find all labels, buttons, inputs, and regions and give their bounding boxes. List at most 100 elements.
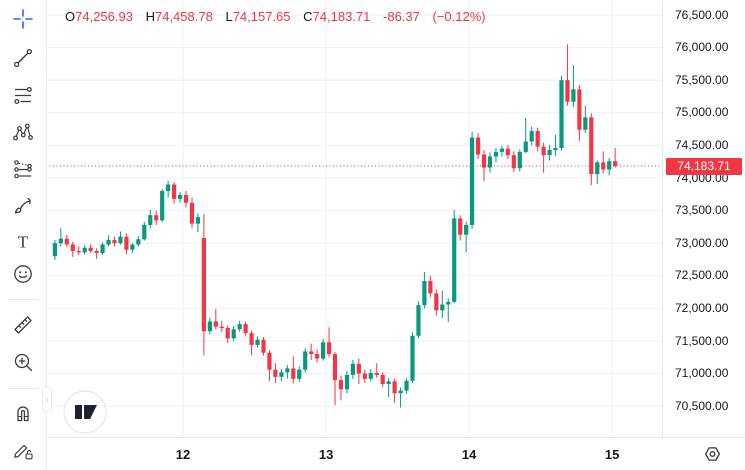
change-percent: (−0.12%) [432,9,486,24]
chart-canvas[interactable] [46,0,662,437]
xabcd-pattern-tool-button[interactable] [11,120,35,144]
candle [362,369,367,383]
magnet-tool-button[interactable] [11,400,35,424]
tradingview-watermark[interactable] [63,390,107,434]
candle [350,359,355,379]
time-axis-label: 14 [461,447,477,462]
candle [392,378,397,403]
candle [583,105,588,134]
axis-settings-gear-button[interactable] [702,446,722,464]
close-label: C [303,9,313,24]
price-axis-label: 76,500.00 [675,7,729,22]
price-axis-label: 70,500.00 [675,398,729,413]
trend-line-tool-button[interactable] [11,46,35,70]
candle [321,339,326,361]
time-axis-label: 13 [318,447,334,462]
candle [273,363,278,383]
candle [422,271,427,309]
candle [404,378,409,394]
candle [219,320,224,332]
candle [458,215,463,241]
fib-retracement-icon [14,86,32,105]
candle [523,118,528,154]
candle [118,231,123,245]
candle [380,372,385,388]
candle [189,197,195,229]
price-axis-label: 75,000.00 [675,105,729,120]
price-axis-label: 72,500.00 [675,268,729,283]
time-axis-label: 15 [604,447,620,462]
candle [338,375,344,401]
toolbar-divider [8,299,38,300]
open-value: 74,256.93 [75,9,133,24]
candle [475,133,481,160]
candle [487,152,493,173]
candle [207,317,212,335]
candle [440,290,445,319]
fib-retracement-tool-button[interactable] [11,84,35,108]
candle [577,84,582,141]
candle [148,209,153,229]
high-value: 74,458.78 [154,9,213,24]
candle [58,228,63,247]
candle [315,349,320,363]
candle [177,191,183,203]
price-axis[interactable]: 74,183.71 76,500.00 76,000.00 75,500.00 75,… [662,0,745,437]
candle [154,210,159,225]
candle [166,180,171,198]
time-axis[interactable]: 12 13 14 15 [46,437,745,470]
candle [106,235,111,247]
text-tool-button[interactable]: T [11,230,35,254]
crosshair-tool-button[interactable] [11,7,35,31]
candle [428,275,433,298]
chart-pane[interactable]: O74,256.93 H74,458.78 L74,157.65 C74,183… [46,0,662,437]
candle [297,366,302,383]
crosshair-icon [13,9,33,29]
candle [195,213,201,233]
projection-icon [14,160,32,179]
toolbar-divider [8,388,38,389]
candle [398,387,403,408]
candle [249,330,254,356]
candle [237,320,242,332]
low-label: L [225,9,233,24]
candle [243,321,248,337]
projection-tool-button[interactable] [11,157,35,181]
candle [493,148,499,163]
candle [52,239,57,261]
candle [160,189,165,223]
candle [225,325,230,343]
candle [565,44,570,106]
lock-drawings-tool-button[interactable] [11,438,35,462]
candle [410,332,415,384]
candle [303,348,308,373]
candle [434,289,439,316]
price-axis-label: 71,000.00 [675,366,729,381]
ohlc-legend: O74,256.93 H74,458.78 L74,157.65 C74,183… [65,9,486,25]
candle [70,241,75,257]
candle [547,144,552,161]
candle [356,358,361,385]
candle [386,378,391,398]
zoom-in-tool-button[interactable] [11,350,35,374]
candle [231,326,236,341]
brush-tool-button[interactable] [11,194,35,218]
price-axis-label: 75,500.00 [675,72,729,87]
candle [172,181,177,204]
toolbar-collapse-handle[interactable]: ‹ [42,386,52,412]
candle [446,298,451,323]
magnet-icon [17,406,29,422]
close-value: 74,183.71 [312,9,371,24]
candle [344,370,350,394]
price-axis-label: 73,500.00 [675,203,729,218]
text-icon: T [18,233,29,252]
emoji-tool-button[interactable] [11,262,35,286]
change-value: -86.37 [383,9,420,24]
gear-icon [704,447,720,461]
candle [279,369,284,382]
ruler-tool-button[interactable] [11,313,35,337]
candle [416,301,421,339]
trend-line-icon [13,48,33,68]
price-axis-label: 71,500.00 [675,333,729,348]
candle [130,243,135,253]
